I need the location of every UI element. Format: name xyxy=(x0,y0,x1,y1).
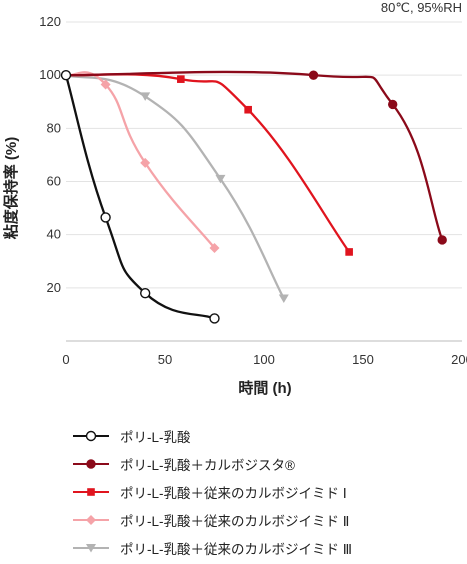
x-tick-label: 150 xyxy=(352,352,374,367)
legend-item: ポリ-L-乳酸 xyxy=(72,424,352,447)
data-point xyxy=(345,248,353,256)
legend-label: ポリ-L-乳酸 xyxy=(120,429,191,445)
data-point xyxy=(140,157,151,168)
data-point xyxy=(85,430,97,441)
data-point xyxy=(139,287,151,299)
data-point xyxy=(140,92,151,101)
legend-item: ポリ-L-乳酸＋従来のカルボジイミド Ⅰ xyxy=(72,480,352,503)
grid-lines xyxy=(66,21,462,289)
series-lines xyxy=(60,69,447,324)
legend-item: ポリ-L-乳酸＋従来のカルボジイミド Ⅲ xyxy=(72,536,352,559)
legend-swatch xyxy=(73,543,109,552)
legend-label: ポリ-L-乳酸＋従来のカルボジイミド Ⅱ xyxy=(120,513,350,529)
series-line xyxy=(65,70,444,241)
legend-label: ポリ-L-乳酸＋従来のカルボジイミド Ⅰ xyxy=(120,485,347,501)
legend-swatch xyxy=(73,514,109,525)
data-point xyxy=(100,79,111,90)
y-tick-label: 60 xyxy=(47,174,61,189)
data-point xyxy=(60,69,72,81)
data-point xyxy=(86,514,96,525)
series-line xyxy=(65,74,285,300)
data-point xyxy=(87,487,95,496)
x-axis-title: 時間 (h) xyxy=(238,379,291,397)
legend-item: ポリ-L-乳酸＋カルボジスタ® xyxy=(72,452,352,475)
legend-swatch xyxy=(73,487,109,496)
legend: ポリ-L-乳酸 ポリ-L-乳酸＋カルボジスタ® ポリ-L-乳酸＋従来のカルボジイ… xyxy=(72,424,352,564)
legend-swatch xyxy=(73,458,109,469)
data-point xyxy=(86,458,96,469)
legend-item: ポリ-L-乳酸＋従来のカルボジイミド Ⅱ xyxy=(72,508,352,531)
data-point xyxy=(388,99,398,110)
legend-label: ポリ-L-乳酸＋カルボジスタ® xyxy=(120,457,295,473)
legend-label: ポリ-L-乳酸＋従来のカルボジイミド Ⅲ xyxy=(120,541,353,557)
data-point xyxy=(308,70,319,80)
x-tick-label: 0 xyxy=(62,352,69,367)
data-point xyxy=(209,242,220,253)
y-tick-label: 40 xyxy=(47,227,61,242)
x-tick-label: 100 xyxy=(253,352,275,367)
data-point xyxy=(100,212,111,223)
line-chart: 20 40 60 80 100 120 0 50 100 150 200 80℃, 95%RH 時間… xyxy=(2,0,467,397)
data-point xyxy=(244,105,252,114)
y-tick-label: 20 xyxy=(47,280,61,295)
data-point xyxy=(177,75,185,83)
data-point xyxy=(278,294,289,303)
series-line xyxy=(64,74,215,320)
x-tick-label: 200 xyxy=(451,352,467,367)
condition-label: 80℃, 95%RH xyxy=(381,0,462,15)
data-point xyxy=(437,235,447,245)
axes: 20 40 60 80 100 120 0 50 100 150 200 xyxy=(39,14,467,367)
y-tick-label: 120 xyxy=(39,14,61,29)
data-point xyxy=(86,543,96,552)
data-point xyxy=(215,174,226,184)
data-point xyxy=(209,313,220,324)
legend-swatch xyxy=(73,430,109,441)
x-tick-label: 50 xyxy=(158,352,172,367)
series-line xyxy=(65,71,216,249)
y-tick-label: 80 xyxy=(47,120,61,135)
y-tick-label: 100 xyxy=(39,67,61,82)
y-axis-title: 粘度保持率 (%) xyxy=(2,137,20,240)
